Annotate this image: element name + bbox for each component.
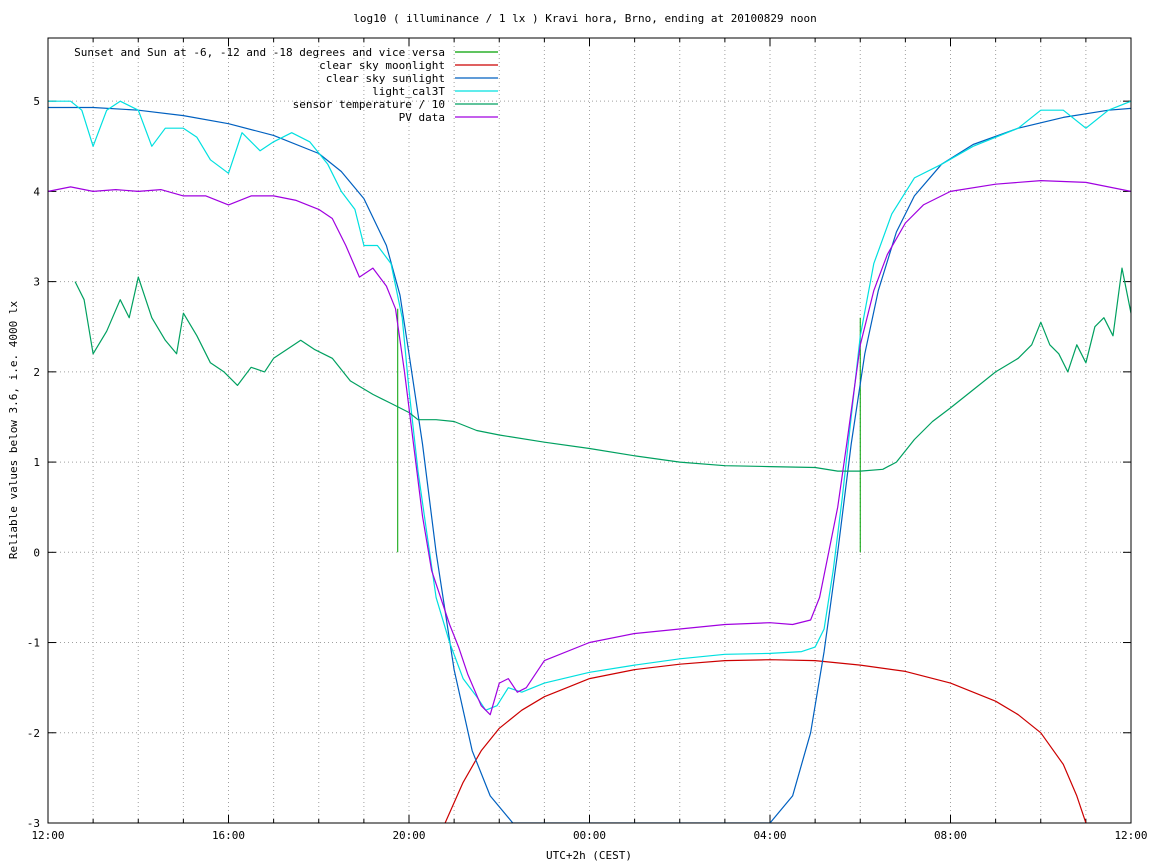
y-tick-label: 2 xyxy=(33,366,40,379)
x-tick-label: 12:00 xyxy=(31,829,64,842)
legend-label: light_cal3T xyxy=(372,85,445,98)
y-tick-label: -3 xyxy=(27,817,40,830)
y-tick-label: 3 xyxy=(33,276,40,289)
series-layer xyxy=(48,100,1131,823)
x-tick-label: 04:00 xyxy=(753,829,786,842)
x-tick-label: 20:00 xyxy=(392,829,425,842)
legend-label: sensor temperature / 10 xyxy=(293,98,445,111)
series-line-4 xyxy=(74,267,1131,472)
y-tick-label: 0 xyxy=(33,546,40,559)
y-tick-label: -2 xyxy=(27,727,40,740)
series-line-3 xyxy=(48,100,1131,711)
legend-label: clear sky sunlight xyxy=(326,72,445,85)
legend-label: Sunset and Sun at -6, -12 and -18 degree… xyxy=(74,46,445,59)
axes: 12:00 16:00 20:00 00:00 04:00 08:00 12:00-3-2-… xyxy=(27,38,1148,842)
x-tick-label: 16:00 xyxy=(212,829,245,842)
y-tick-label: 5 xyxy=(33,95,40,108)
legend: Sunset and Sun at -6, -12 and -18 degree… xyxy=(74,46,498,124)
legend-label: clear sky moonlight xyxy=(319,59,445,72)
x-axis-label: UTC+2h (CEST) xyxy=(546,849,632,862)
legend-label: PV data xyxy=(399,111,445,124)
y-tick-label: -1 xyxy=(27,637,40,650)
y-tick-label: 1 xyxy=(33,456,40,469)
grid xyxy=(48,38,1131,823)
x-tick-label: 08:00 xyxy=(934,829,967,842)
y-tick-label: 4 xyxy=(33,185,40,198)
x-tick-label: 12:00 xyxy=(1114,829,1147,842)
plot-frame xyxy=(47,37,1132,824)
series-line-2 xyxy=(48,106,1131,823)
y-axis-label: Reliable values below 3.6, i.e. 4000 lx xyxy=(7,300,20,559)
chart-title: log10 ( illuminance / 1 lx ) Kravi hora,… xyxy=(353,12,817,25)
series-line-1 xyxy=(444,659,1087,823)
series-line-5 xyxy=(48,180,1131,716)
x-tick-label: 00:00 xyxy=(573,829,606,842)
